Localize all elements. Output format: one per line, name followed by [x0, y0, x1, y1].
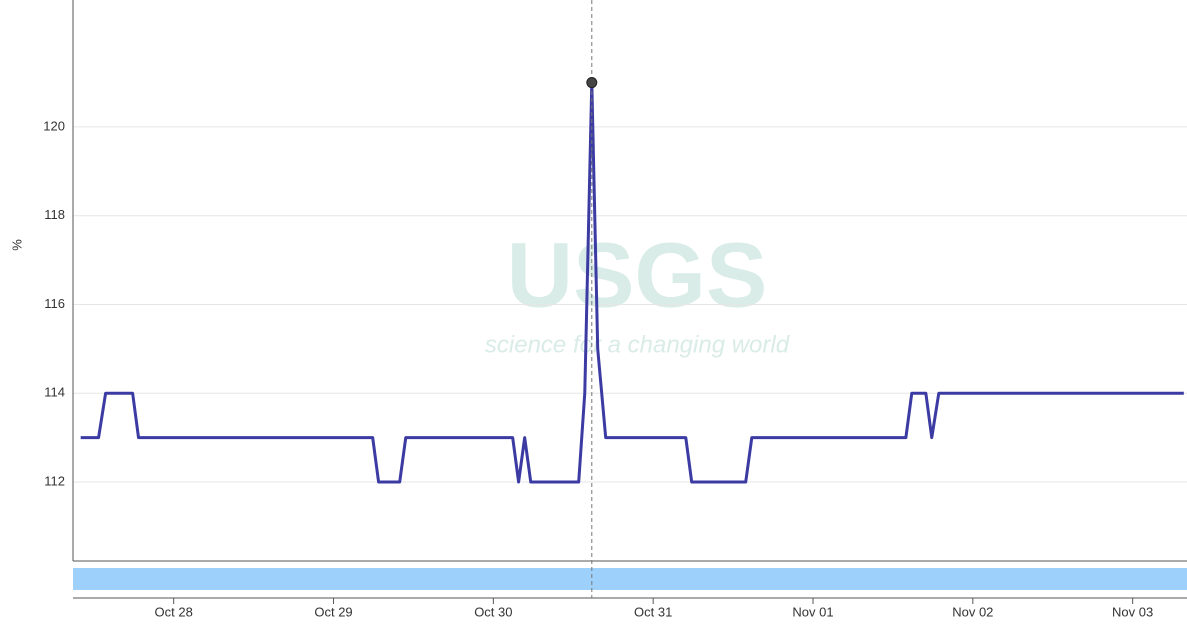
- x-tick-label: Oct 31: [634, 604, 672, 619]
- y-axis-label: %: [9, 239, 24, 251]
- x-tick-label: Nov 03: [1112, 604, 1153, 619]
- x-tick-label: Nov 01: [792, 604, 833, 619]
- y-tick-label: 118: [44, 207, 65, 222]
- y-tick-label: 114: [44, 385, 65, 400]
- x-tick-label: Oct 28: [155, 604, 193, 619]
- hover-point: [586, 77, 598, 89]
- watermark: USGS: [507, 224, 768, 326]
- x-tick-label: Oct 30: [474, 604, 512, 619]
- line-series: [80, 81, 1184, 484]
- y-tick-label: 120: [43, 118, 65, 133]
- watermark-tagline: science for a changing world: [485, 331, 790, 358]
- x-tick-label: Nov 02: [952, 604, 993, 619]
- y-tick-label: 112: [44, 473, 65, 488]
- y-tick-label: 116: [44, 296, 65, 311]
- x-tick-label: Oct 29: [314, 604, 352, 619]
- navigator[interactable]: [73, 568, 1187, 590]
